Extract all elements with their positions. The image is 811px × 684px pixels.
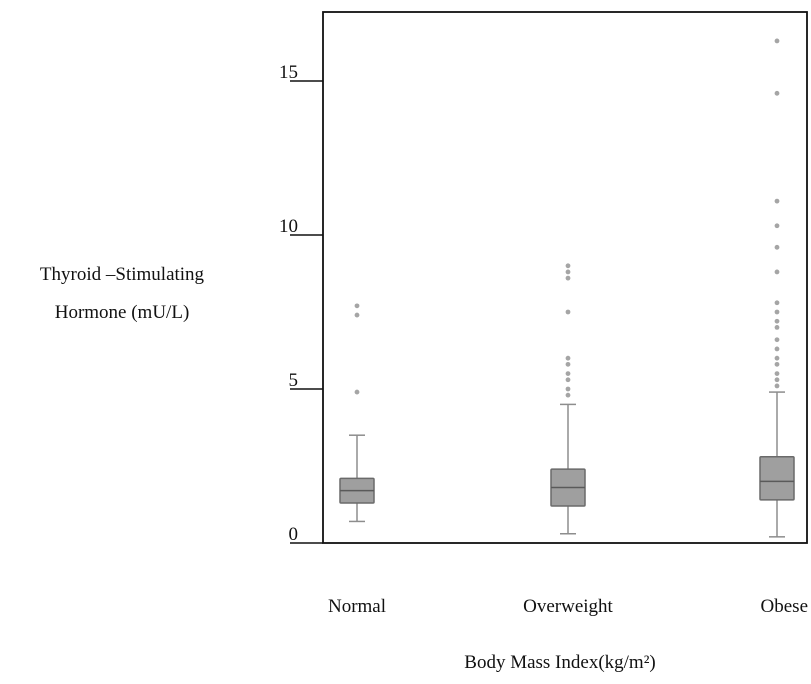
outlier-point: [774, 300, 780, 306]
box-group-overweight: [550, 263, 586, 535]
y-tick-label: 0: [289, 524, 299, 545]
outlier-point: [774, 318, 780, 324]
outlier-point: [774, 90, 780, 96]
y-tick-label: 5: [289, 370, 299, 391]
outlier-point: [774, 371, 780, 376]
outlier-point: [774, 383, 780, 389]
outlier-point: [565, 371, 571, 376]
y-axis-label-line2: Hormone (mU/L): [54, 302, 190, 323]
outlier-point: [565, 392, 571, 398]
outlier-point: [354, 312, 360, 318]
box-group-obese: [759, 38, 795, 538]
y-axis-label: Thyroid –Stimulating Hormone (mU/L): [8, 256, 236, 332]
outlier-point: [774, 361, 780, 367]
x-axis-label: Body Mass Index(kg/m²): [464, 652, 656, 673]
y-tick-label: 15: [279, 62, 298, 83]
box-series: [339, 38, 795, 538]
outlier-point: [774, 355, 780, 361]
outlier-point: [565, 361, 571, 367]
outlier-point: [774, 223, 780, 229]
x-axis-categories: Normal Overweight Obese: [328, 596, 808, 617]
iqr-box: [759, 456, 795, 501]
x-category-label: Normal: [328, 596, 386, 617]
y-tick-label: 10: [279, 216, 298, 237]
outlier-point: [774, 38, 780, 44]
outlier-point: [774, 337, 780, 343]
outlier-point: [774, 325, 780, 330]
outlier-point: [565, 386, 571, 392]
outlier-point: [774, 346, 780, 352]
outlier-point: [354, 389, 360, 395]
outlier-point: [565, 263, 571, 269]
outlier-point: [774, 244, 780, 250]
x-category-label: Overweight: [523, 596, 613, 617]
outlier-point: [354, 303, 360, 309]
outlier-point: [565, 377, 571, 383]
outlier-point: [774, 377, 780, 383]
outlier-point: [774, 198, 780, 204]
plot-frame: [322, 11, 808, 544]
outlier-point: [565, 309, 571, 315]
outlier-point: [565, 355, 571, 361]
y-axis: 0 5 10 15: [279, 62, 323, 545]
outlier-point: [774, 309, 780, 315]
outlier-point: [565, 269, 571, 275]
outlier-point: [774, 269, 780, 275]
y-axis-label-line1: Thyroid –Stimulating: [39, 264, 205, 285]
outlier-point: [565, 275, 571, 281]
x-category-label: Obese: [761, 596, 808, 617]
box-group-normal: [339, 303, 375, 523]
